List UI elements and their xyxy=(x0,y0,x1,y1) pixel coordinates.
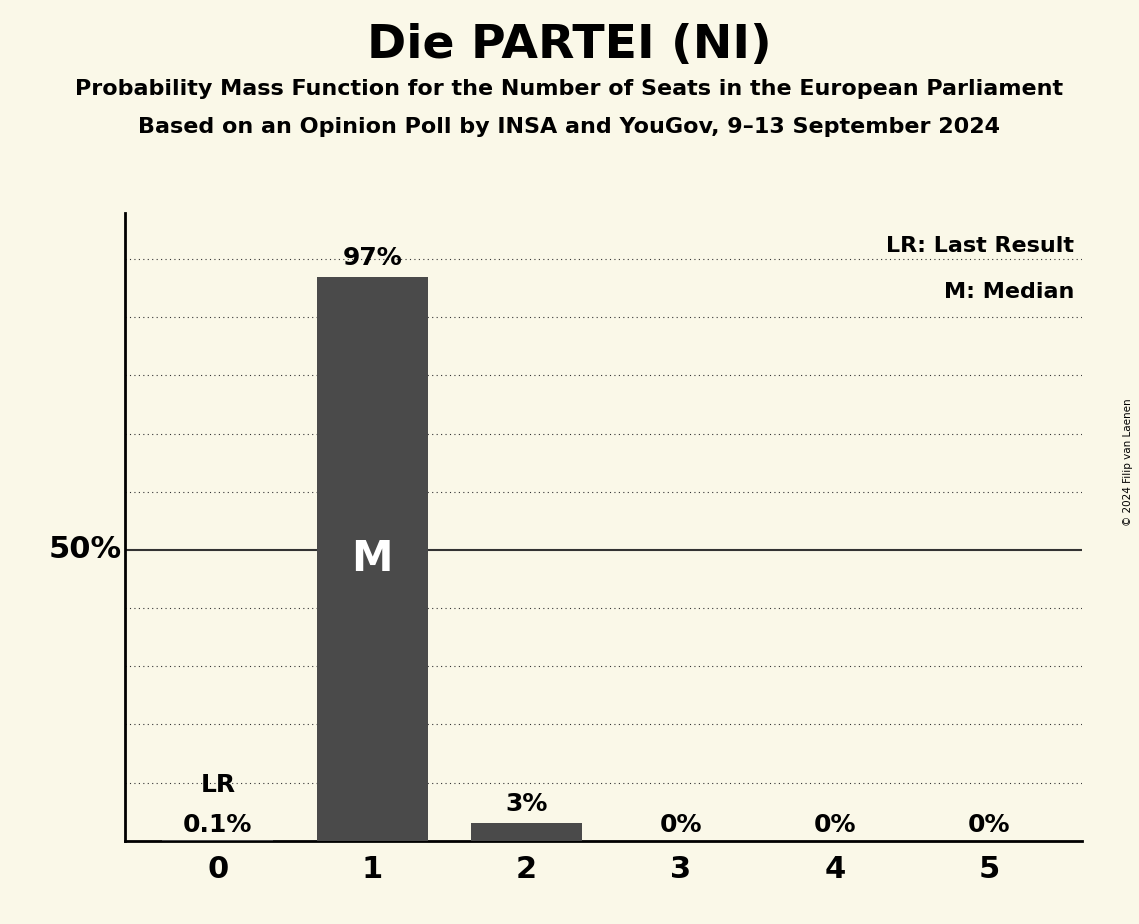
Bar xyxy=(470,823,582,841)
Text: © 2024 Filip van Laenen: © 2024 Filip van Laenen xyxy=(1123,398,1133,526)
Text: LR: Last Result: LR: Last Result xyxy=(886,236,1074,256)
Text: 0%: 0% xyxy=(814,813,857,837)
Text: M: Median: M: Median xyxy=(944,283,1074,302)
Text: 97%: 97% xyxy=(343,246,402,270)
Text: 0.1%: 0.1% xyxy=(183,813,253,837)
Text: 50%: 50% xyxy=(49,535,122,565)
Text: 0%: 0% xyxy=(659,813,702,837)
Text: Based on an Opinion Poll by INSA and YouGov, 9–13 September 2024: Based on an Opinion Poll by INSA and You… xyxy=(139,117,1000,138)
Text: 3%: 3% xyxy=(506,793,548,817)
Text: Probability Mass Function for the Number of Seats in the European Parliament: Probability Mass Function for the Number… xyxy=(75,79,1064,99)
Text: Die PARTEI (NI): Die PARTEI (NI) xyxy=(367,23,772,68)
Bar xyxy=(317,276,428,841)
Text: 0%: 0% xyxy=(968,813,1010,837)
Text: M: M xyxy=(352,538,393,579)
Text: LR: LR xyxy=(200,773,236,797)
